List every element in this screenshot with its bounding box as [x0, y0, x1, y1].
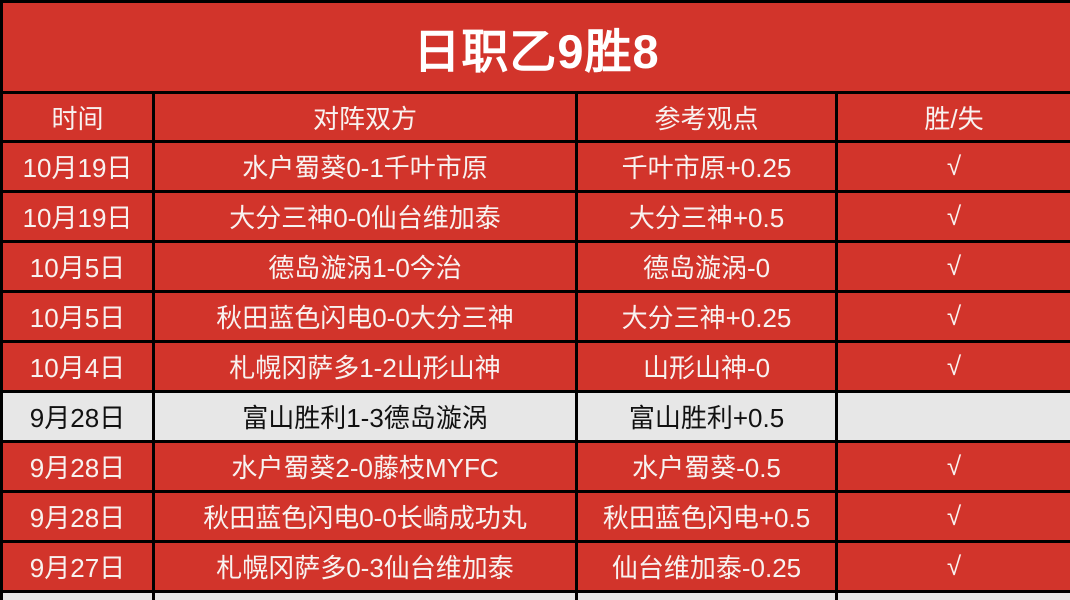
cell-date: 10月19日: [0, 190, 155, 243]
cell-match: 札幌冈萨多0-3仙台维加泰: [152, 540, 578, 593]
table-row: 10月19日 大分三神0-0仙台维加泰 大分三神+0.5 √: [0, 190, 1070, 243]
column-header-match: 对阵双方: [152, 91, 578, 143]
table-row: 9月28日 富山胜利1-3德岛漩涡 富山胜利+0.5: [0, 390, 1070, 443]
partial-next-row: [0, 590, 1070, 600]
cell-pick: 仙台维加泰-0.25: [575, 540, 838, 593]
cell-match: 德岛漩涡1-0今治: [152, 240, 578, 293]
cell-match: 富山胜利1-3德岛漩涡: [152, 390, 578, 443]
cell-pick: 秋田蓝色闪电+0.5: [575, 490, 838, 543]
column-header-result: 胜/失: [834, 91, 1070, 143]
check-icon: √: [834, 540, 1070, 593]
cell-pick: 德岛漩涡-0: [575, 240, 838, 293]
cell-date: 9月28日: [0, 490, 155, 543]
title-row: 日职乙9胜8: [0, 0, 1070, 94]
table-row: 10月5日 秋田蓝色闪电0-0大分三神 大分三神+0.25 √: [0, 290, 1070, 343]
table-row: 9月27日 札幌冈萨多0-3仙台维加泰 仙台维加泰-0.25 √: [0, 540, 1070, 593]
cell-pick: 富山胜利+0.5: [575, 390, 838, 443]
table-body: 10月19日 水户蜀葵0-1千叶市原 千叶市原+0.25 √ 10月19日 大分…: [0, 140, 1070, 600]
table-row: 10月5日 德岛漩涡1-0今治 德岛漩涡-0 √: [0, 240, 1070, 293]
check-icon: √: [834, 290, 1070, 343]
cell-pick: 千叶市原+0.25: [575, 140, 838, 193]
check-icon: √: [834, 490, 1070, 543]
table-row: 9月28日 秋田蓝色闪电0-0长崎成功丸 秋田蓝色闪电+0.5 √: [0, 490, 1070, 543]
cell-pick: 大分三神+0.5: [575, 190, 838, 243]
column-header-pick: 参考观点: [575, 91, 838, 143]
cell-pick: 水户蜀葵-0.5: [575, 440, 838, 493]
check-icon: [834, 390, 1070, 443]
table-row: 10月19日 水户蜀葵0-1千叶市原 千叶市原+0.25 √: [0, 140, 1070, 193]
cell-pick: 山形山神-0: [575, 340, 838, 393]
check-icon: √: [834, 340, 1070, 393]
cell-date: 9月27日: [0, 540, 155, 593]
check-icon: √: [834, 140, 1070, 193]
cell-match: 水户蜀葵0-1千叶市原: [152, 140, 578, 193]
check-icon: √: [834, 190, 1070, 243]
cell-date: 10月4日: [0, 340, 155, 393]
cell-date: 10月5日: [0, 240, 155, 293]
page-title: 日职乙9胜8: [0, 0, 1070, 94]
cell-match: 秋田蓝色闪电0-0大分三神: [152, 290, 578, 343]
cell-date: 9月28日: [0, 390, 155, 443]
cell-date: 10月19日: [0, 140, 155, 193]
column-header-time: 时间: [0, 91, 155, 143]
cell-match: 大分三神0-0仙台维加泰: [152, 190, 578, 243]
cell-date: 10月5日: [0, 290, 155, 343]
table-row: 9月28日 水户蜀葵2-0藤枝MYFC 水户蜀葵-0.5 √: [0, 440, 1070, 493]
cell-date: 9月28日: [0, 440, 155, 493]
check-icon: √: [834, 440, 1070, 493]
table-row: 10月4日 札幌冈萨多1-2山形山神 山形山神-0 √: [0, 340, 1070, 393]
cell-match: 秋田蓝色闪电0-0长崎成功丸: [152, 490, 578, 543]
cell-pick: 大分三神+0.25: [575, 290, 838, 343]
check-icon: √: [834, 240, 1070, 293]
header-row: 时间 对阵双方 参考观点 胜/失: [0, 91, 1070, 143]
cell-match: 水户蜀葵2-0藤枝MYFC: [152, 440, 578, 493]
cell-match: 札幌冈萨多1-2山形山神: [152, 340, 578, 393]
